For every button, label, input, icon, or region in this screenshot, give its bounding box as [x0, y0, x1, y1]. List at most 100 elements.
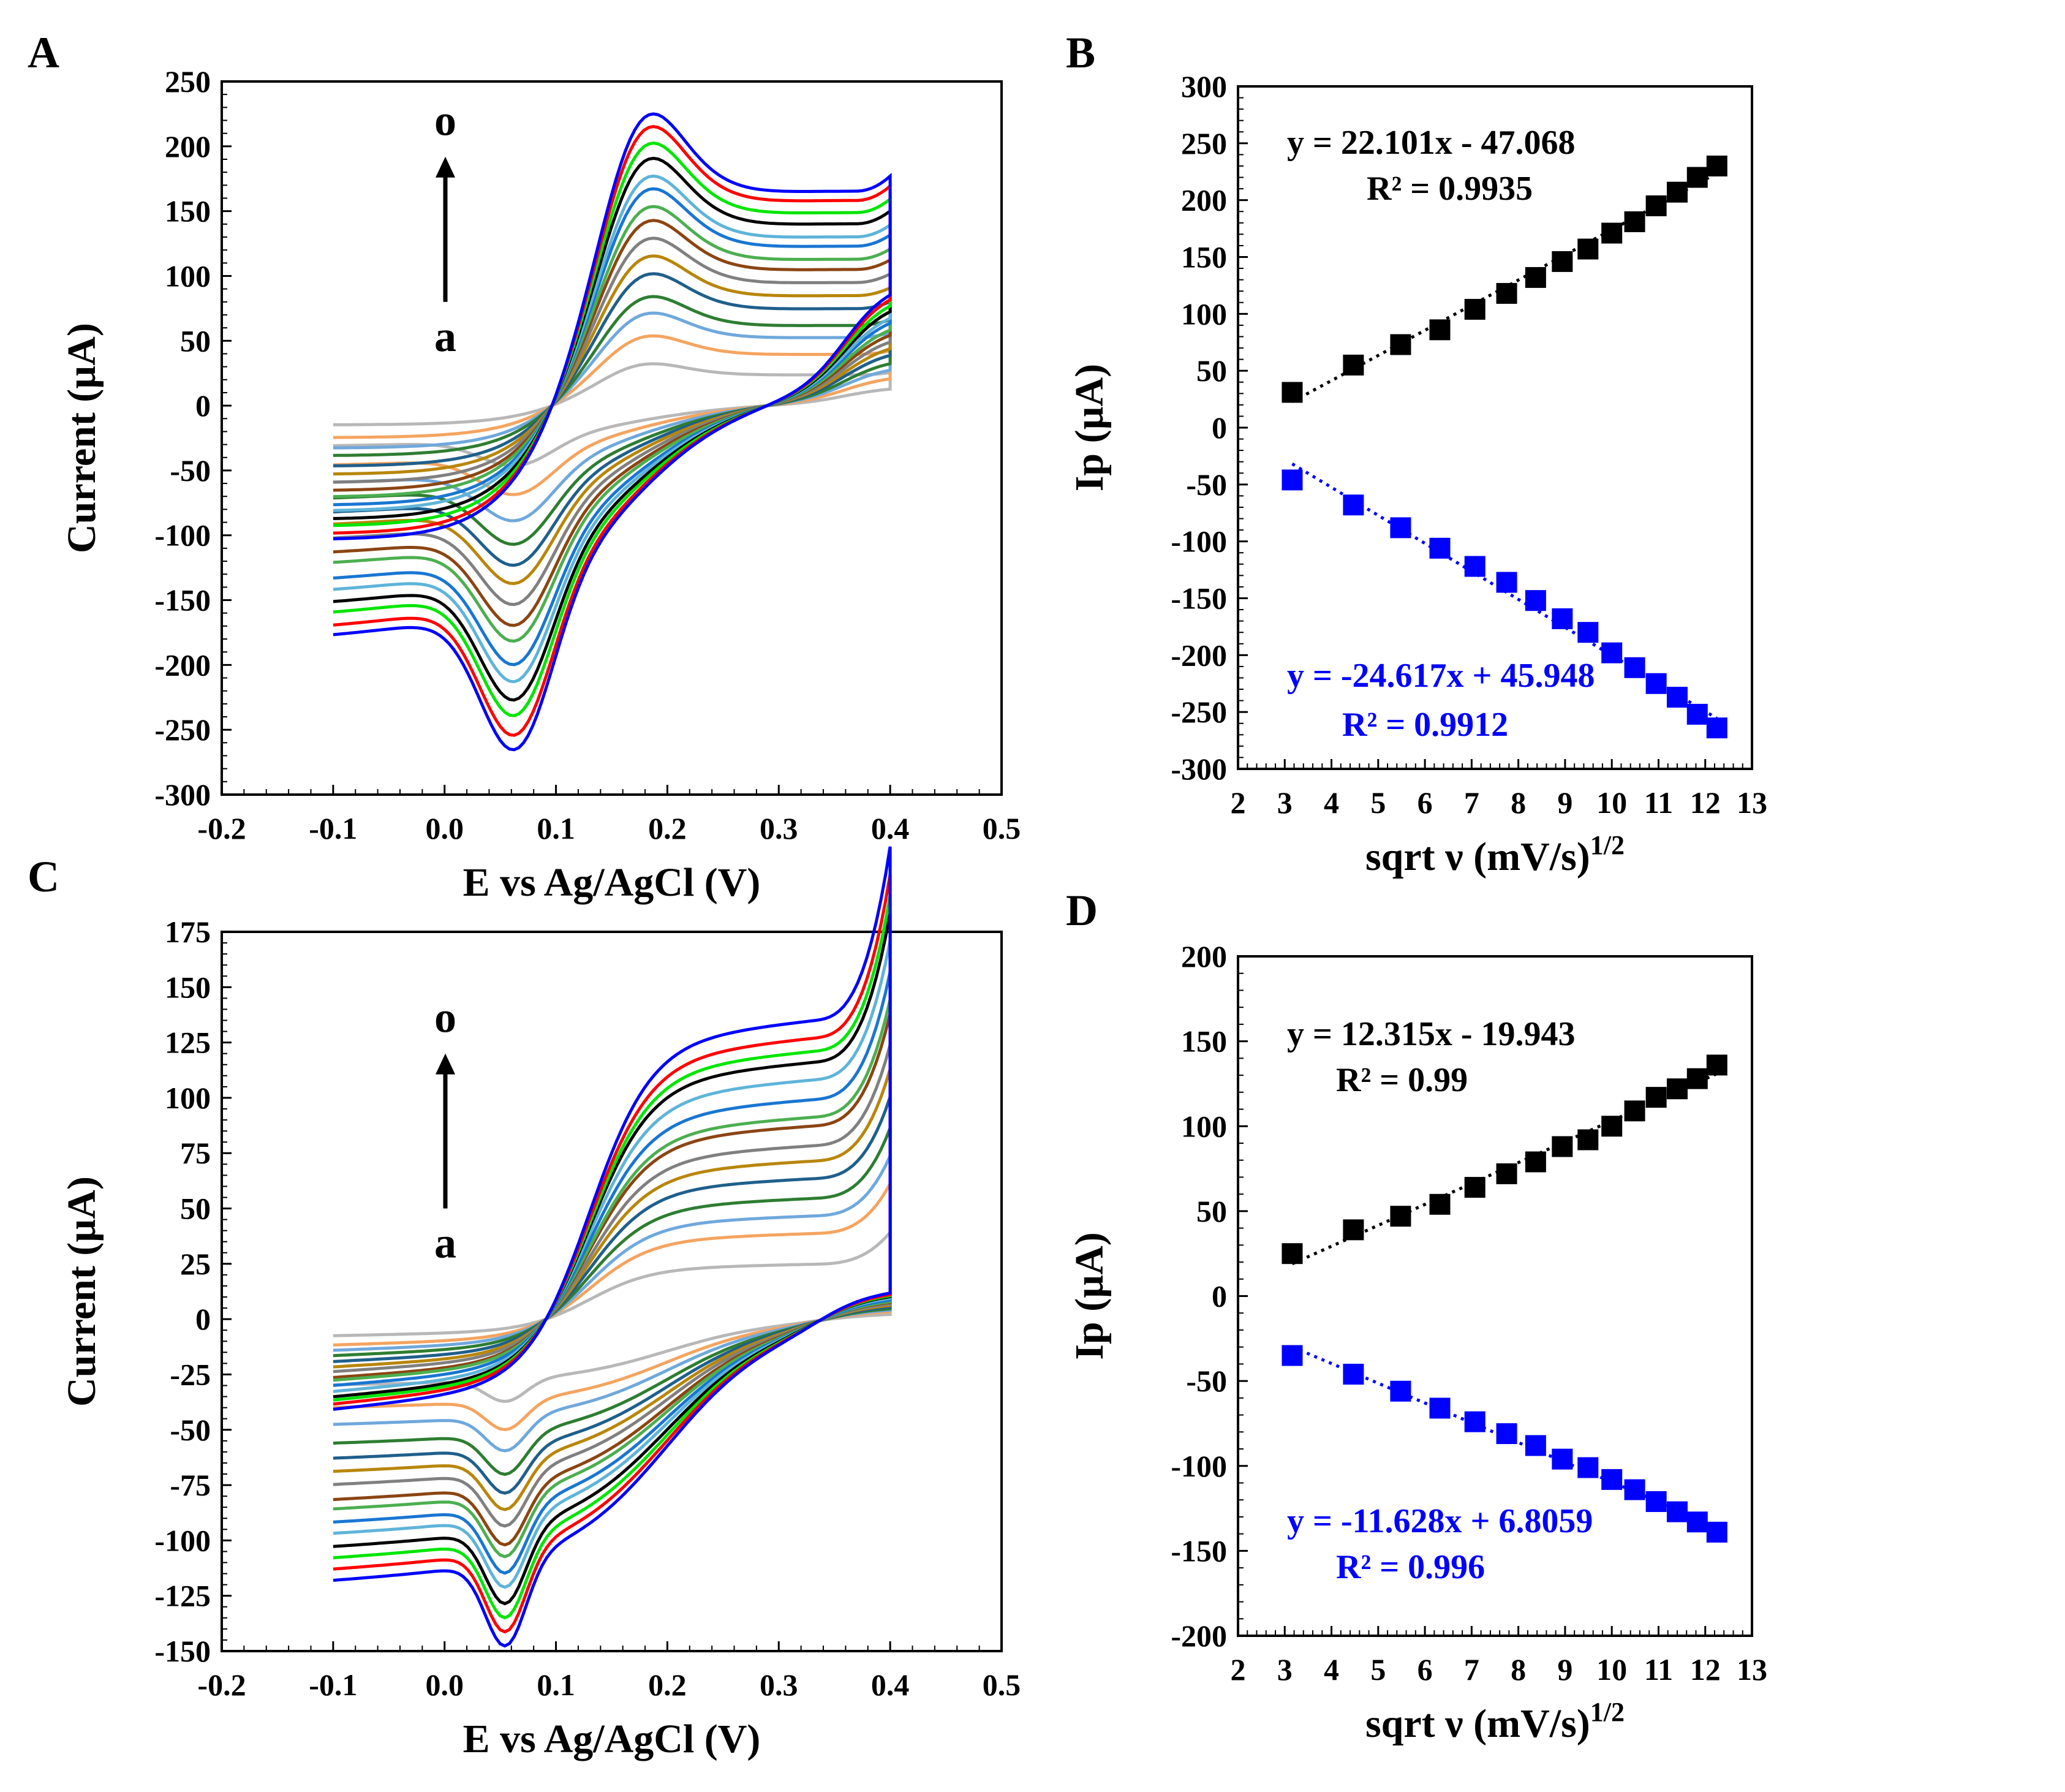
anodic-point — [1706, 155, 1727, 176]
cv-curve-1 — [333, 362, 892, 467]
cathodic-equation: y = -24.617x + 45.948 — [1287, 657, 1595, 695]
curve-label-bottom: a — [434, 1219, 456, 1268]
y-tick-label: -150 — [1171, 581, 1227, 616]
x-axis-label-text: E vs Ag/AgCl (V) — [463, 1717, 761, 1761]
anodic-point — [1666, 1078, 1688, 1100]
plot-frame — [221, 80, 1003, 796]
x-tick-label: 2 — [1231, 785, 1246, 820]
curve-label-bottom: a — [434, 312, 456, 361]
cathodic-point — [1624, 657, 1645, 678]
cathodic-r-squared: R² = 0.996 — [1336, 1548, 1485, 1586]
x-tick-label: 2 — [1231, 1652, 1246, 1687]
x-tick-label: 11 — [1644, 1652, 1673, 1687]
anodic-point — [1343, 1219, 1364, 1241]
cathodic-point — [1343, 494, 1364, 516]
anodic-point — [1552, 1136, 1573, 1157]
anodic-point — [1686, 1068, 1708, 1089]
curve-label-top: o — [434, 993, 456, 1042]
y-axis-label: Ip (µA) — [1067, 364, 1112, 492]
y-tick-label: 0 — [1212, 1279, 1227, 1314]
y-tick-label: 150 — [165, 970, 211, 1004]
cathodic-r-squared: R² = 0.9912 — [1342, 706, 1508, 744]
y-tick-label: 100 — [1181, 1109, 1227, 1143]
x-tick-label: 0.2 — [648, 811, 687, 845]
cathodic-point — [1464, 1411, 1486, 1432]
x-tick-label: 13 — [1737, 785, 1767, 820]
cathodic-point — [1645, 1491, 1667, 1512]
x-tick-label: 0.4 — [871, 1668, 910, 1702]
y-tick-label: -200 — [1171, 638, 1227, 672]
x-tick-label: 9 — [1557, 785, 1572, 820]
anodic-point — [1496, 282, 1517, 304]
anodic-point — [1624, 1100, 1645, 1122]
anodic-point — [1645, 195, 1667, 216]
x-tick-label: 0.0 — [425, 1668, 464, 1702]
x-tick-label: 6 — [1418, 785, 1433, 820]
y-tick-label: -150 — [154, 583, 211, 618]
scan-rate-arrowhead — [436, 156, 455, 178]
y-tick-label: 50 — [180, 323, 211, 358]
anodic-point — [1706, 1054, 1727, 1076]
cathodic-point — [1666, 1501, 1688, 1522]
cathodic-point — [1390, 517, 1411, 539]
y-axis-label: Current (µA) — [59, 1176, 104, 1407]
cv-curve-13 — [333, 894, 892, 1620]
y-tick-label: 150 — [1181, 240, 1227, 274]
x-tick-label: 7 — [1464, 1652, 1479, 1687]
cathodic-point — [1601, 642, 1623, 663]
anodic-equation: y = 22.101x - 47.068 — [1287, 124, 1576, 162]
x-axis-label-superscript: 1/2 — [1590, 1697, 1625, 1727]
y-tick-label: 100 — [165, 1081, 211, 1115]
anodic-point — [1496, 1163, 1517, 1184]
y-tick-label: -150 — [154, 1634, 211, 1668]
cathodic-point — [1577, 622, 1599, 643]
x-tick-label: 3 — [1277, 1652, 1293, 1687]
anodic-point — [1464, 298, 1486, 320]
cathodic-point — [1496, 1423, 1517, 1445]
cathodic-equation: y = -11.628x + 6.8059 — [1287, 1502, 1593, 1540]
x-tick-label: 4 — [1324, 785, 1339, 820]
y-tick-label: -300 — [1171, 752, 1227, 786]
x-axis-label: sqrt ν (mV/s)1/2 — [1365, 1697, 1625, 1746]
x-tick-label: -0.2 — [197, 811, 246, 845]
x-axis-label-text: sqrt ν (mV/s) — [1365, 1701, 1590, 1746]
cv-curve-7 — [333, 236, 892, 607]
cv-curve-12 — [333, 912, 892, 1606]
cathodic-point — [1282, 469, 1303, 491]
cathodic-point — [1525, 590, 1546, 611]
y-tick-label: 50 — [180, 1192, 211, 1226]
x-tick-label: 0.3 — [760, 1668, 798, 1702]
cathodic-point — [1552, 1448, 1573, 1470]
x-tick-label: 12 — [1690, 1652, 1721, 1687]
anodic-r-squared: R² = 0.9935 — [1367, 170, 1533, 208]
anodic-point — [1464, 1177, 1486, 1198]
x-tick-label: -0.1 — [309, 1668, 357, 1702]
anodic-point — [1577, 238, 1599, 260]
anodic-point — [1429, 1193, 1451, 1215]
y-tick-label: -75 — [170, 1468, 211, 1502]
y-tick-label: 250 — [1181, 126, 1227, 161]
y-axis-label: Ip (µA) — [1067, 1232, 1112, 1360]
y-tick-label: -25 — [170, 1357, 211, 1391]
y-tick-label: 150 — [165, 194, 211, 229]
anodic-r-squared: R² = 0.99 — [1336, 1061, 1468, 1099]
x-tick-label: 0.1 — [537, 1668, 575, 1702]
x-tick-label: 12 — [1690, 785, 1721, 820]
x-tick-label: 0.5 — [983, 1668, 1021, 1702]
y-tick-label: 25 — [180, 1247, 211, 1281]
x-tick-label: 7 — [1464, 785, 1479, 820]
y-tick-label: 75 — [180, 1136, 211, 1170]
y-tick-label: -100 — [1171, 1449, 1227, 1483]
cathodic-point — [1645, 673, 1667, 694]
panel-label: C — [28, 852, 59, 901]
x-axis-label: E vs Ag/AgCl (V) — [463, 1717, 761, 1761]
plot-frame — [221, 931, 1003, 1652]
y-tick-label: -150 — [1171, 1533, 1227, 1568]
anodic-point — [1429, 319, 1451, 341]
x-tick-label: -0.1 — [309, 811, 357, 845]
y-tick-label: -100 — [154, 518, 211, 553]
anodic-point — [1282, 382, 1303, 403]
y-tick-label: 100 — [1181, 297, 1227, 331]
